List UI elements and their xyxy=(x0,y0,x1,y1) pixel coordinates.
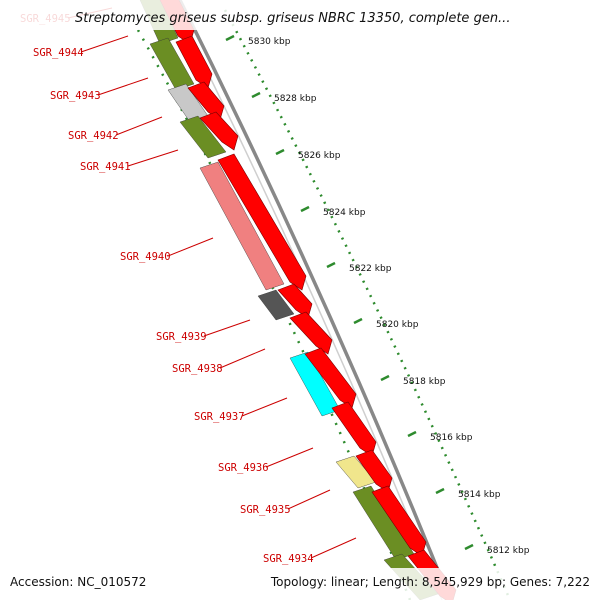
gene-label: SGR_4935 xyxy=(240,504,291,516)
kbp-tick-label: 5820 kbp xyxy=(376,320,419,330)
kbp-tick-label: 5828 kbp xyxy=(274,94,317,104)
gene-label: SGR_4943 xyxy=(50,90,101,102)
forward-cds-arrow[interactable] xyxy=(371,485,427,557)
gene-label: SGR_4941 xyxy=(80,161,131,173)
reverse-gene-block[interactable] xyxy=(199,161,285,291)
forward-cds-arrow[interactable] xyxy=(217,153,307,291)
gene-label: SGR_4939 xyxy=(156,331,207,343)
forward-cds-arrow[interactable] xyxy=(355,449,393,493)
forward-cds-arrow[interactable] xyxy=(199,111,239,151)
kbp-tick-label: 5816 kbp xyxy=(430,433,473,443)
kbp-tick-label: 5822 kbp xyxy=(349,264,392,274)
kbp-labels: 5830 kbp 5828 kbp 5826 kbp 5824 kbp 5822 kbp… xyxy=(225,34,530,556)
forward-cds-arrow[interactable] xyxy=(175,35,213,89)
gene-label: SGR_4936 xyxy=(218,462,269,474)
title-backdrop xyxy=(0,0,600,30)
gene-label: SGR_4942 xyxy=(68,130,119,142)
label-leader-lines xyxy=(67,7,357,559)
forward-cds-arrow[interactable] xyxy=(331,401,377,457)
gene-label: SGR_4937 xyxy=(194,411,245,423)
map-title: Streptomyces griseus subsp. griseus NBRC… xyxy=(75,11,510,26)
kbp-tick-label: 5812 kbp xyxy=(487,546,530,556)
genome-backbone xyxy=(178,0,452,600)
forward-cds-arrow[interactable] xyxy=(289,311,333,355)
kbp-tick-label: 5830 kbp xyxy=(248,37,291,47)
reverse-gene-block[interactable] xyxy=(257,289,295,321)
footer-backdrop xyxy=(0,568,600,600)
gene-label: SGR_4940 xyxy=(120,251,171,263)
gene-label: SGR_4944 xyxy=(33,47,84,59)
forward-cds-track xyxy=(159,0,457,600)
reverse-gene-block[interactable] xyxy=(179,115,227,159)
reverse-gene-block[interactable] xyxy=(149,37,195,91)
kbp-tick-label: 5814 kbp xyxy=(458,490,501,500)
kbp-ruler xyxy=(223,9,512,600)
gene-label: SGR_4938 xyxy=(172,363,223,375)
gene-label: SGR_4934 xyxy=(263,553,314,565)
kbp-tick-label: 5826 kbp xyxy=(298,151,341,161)
forward-cds-arrow[interactable] xyxy=(304,347,357,409)
kbp-tick-label: 5818 kbp xyxy=(403,377,446,387)
genome-summary-text: Topology: linear; Length: 8,545,929 bp; … xyxy=(270,575,590,589)
accession-text: Accession: NC_010572 xyxy=(10,575,146,589)
forward-cds-arrow[interactable] xyxy=(277,283,313,319)
kbp-tick-label: 5824 kbp xyxy=(323,208,366,218)
forward-cds-arrow[interactable] xyxy=(187,81,225,121)
